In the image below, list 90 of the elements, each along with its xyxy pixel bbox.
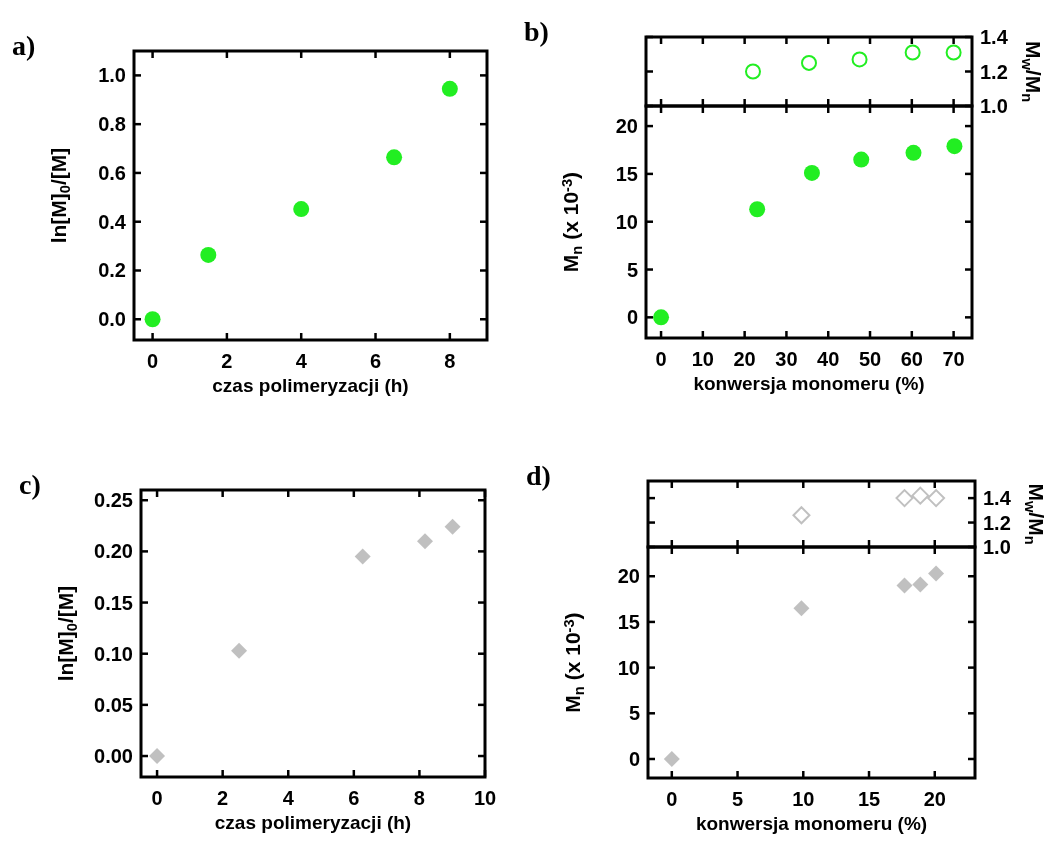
- chart-title: a): [12, 30, 36, 61]
- x-tick-label: 10: [473, 787, 497, 809]
- point: [946, 138, 963, 155]
- point: [231, 642, 248, 659]
- point: [200, 246, 217, 263]
- y-tick-label: 0.10: [94, 642, 133, 665]
- y2-tick-label: 1.2: [983, 511, 1011, 534]
- point: [896, 577, 913, 594]
- x-tick-label: 6: [369, 350, 382, 372]
- y-tick-label: 5: [626, 258, 638, 281]
- point: [293, 201, 310, 218]
- x-tick-label: 15: [857, 788, 881, 810]
- y-tick-label: 0: [628, 747, 640, 770]
- x-tick-label: 10: [691, 348, 714, 370]
- x-tick-label: 20: [923, 788, 946, 810]
- point: [653, 309, 670, 326]
- y-tick-label: 1.0: [98, 64, 126, 87]
- point: [663, 750, 680, 767]
- x-tick-label: 50: [858, 348, 882, 370]
- point: [905, 144, 922, 161]
- x-axis-title: czas polimeryzacji (h): [212, 375, 409, 396]
- x-tick-label: 30: [775, 348, 798, 370]
- y-tick-label: 20: [615, 115, 638, 138]
- point: [803, 164, 820, 181]
- point: [441, 80, 458, 97]
- x-tick-label: 2: [221, 350, 233, 372]
- x-axis-title: konwersja monomeru (%): [695, 813, 928, 834]
- point: [416, 533, 433, 550]
- x-tick-label: 0: [147, 350, 159, 372]
- point: [853, 151, 870, 168]
- point: [927, 489, 946, 508]
- point: [911, 486, 930, 505]
- x-tick-label: 10: [792, 788, 815, 810]
- y2-tick-label: 1.2: [980, 60, 1008, 83]
- point: [793, 600, 810, 617]
- point: [801, 54, 817, 71]
- x-tick-label: 5: [731, 788, 744, 810]
- point: [928, 565, 945, 582]
- point: [945, 44, 962, 61]
- x-tick-label: 0: [151, 787, 163, 809]
- y-tick-label: 15: [615, 162, 638, 185]
- x-axis-title: konwersja monomeru (%): [693, 373, 925, 394]
- y2-tick-label: 1.0: [983, 536, 1011, 558]
- x-tick-label: 0: [666, 788, 678, 810]
- y-tick-label: 20: [617, 565, 640, 588]
- x-tick-label: 4: [282, 787, 295, 809]
- x-tick-label: 6: [348, 787, 360, 809]
- x-tick-label: 8: [444, 350, 456, 372]
- y-tick-label: 0.00: [94, 745, 133, 768]
- x-tick-label: 70: [942, 348, 965, 370]
- point: [851, 51, 868, 68]
- point: [144, 311, 161, 328]
- x-tick-label: 20: [733, 348, 756, 370]
- y-tick-label: 10: [617, 656, 640, 679]
- y-tick-label: 0.8: [98, 113, 126, 136]
- y-tick-label: 0.4: [98, 210, 127, 233]
- y-tick-label: 5: [628, 702, 640, 725]
- point: [912, 576, 929, 593]
- y-tick-label: 0.6: [98, 161, 126, 184]
- point: [904, 44, 921, 61]
- point: [444, 518, 461, 535]
- point: [745, 63, 761, 80]
- y-tick-label: 0.20: [94, 540, 133, 563]
- chart-title: c): [19, 469, 41, 500]
- x-tick-label: 0: [655, 348, 667, 370]
- point: [749, 201, 766, 218]
- y-tick-label: 0: [626, 306, 638, 329]
- y2-tick-label: 1.4: [980, 26, 1009, 48]
- y-tick-label: 0.2: [98, 259, 126, 282]
- y2-tick-label: 1.4: [983, 487, 1012, 510]
- chart-title: b): [524, 16, 549, 47]
- chart-title: d): [526, 460, 551, 491]
- y-tick-label: 0.25: [94, 489, 133, 512]
- point: [354, 548, 371, 565]
- x-tick-label: 2: [217, 787, 229, 809]
- y-tick-label: 10: [615, 210, 638, 233]
- point: [895, 489, 914, 508]
- y-tick-label: 15: [617, 610, 640, 633]
- x-tick-label: 4: [295, 350, 308, 372]
- point: [386, 149, 403, 166]
- y2-tick-label: 1.0: [980, 95, 1008, 117]
- x-tick-label: 40: [817, 348, 840, 370]
- point: [792, 506, 811, 525]
- y-tick-label: 0.05: [94, 693, 133, 716]
- point: [149, 748, 166, 765]
- y-tick-label: 0.0: [98, 308, 126, 331]
- x-tick-label: 8: [413, 787, 425, 809]
- y-tick-label: 0.15: [94, 591, 133, 614]
- x-tick-label: 60: [900, 348, 923, 370]
- x-axis-title: czas polimeryzacji (h): [214, 812, 412, 833]
